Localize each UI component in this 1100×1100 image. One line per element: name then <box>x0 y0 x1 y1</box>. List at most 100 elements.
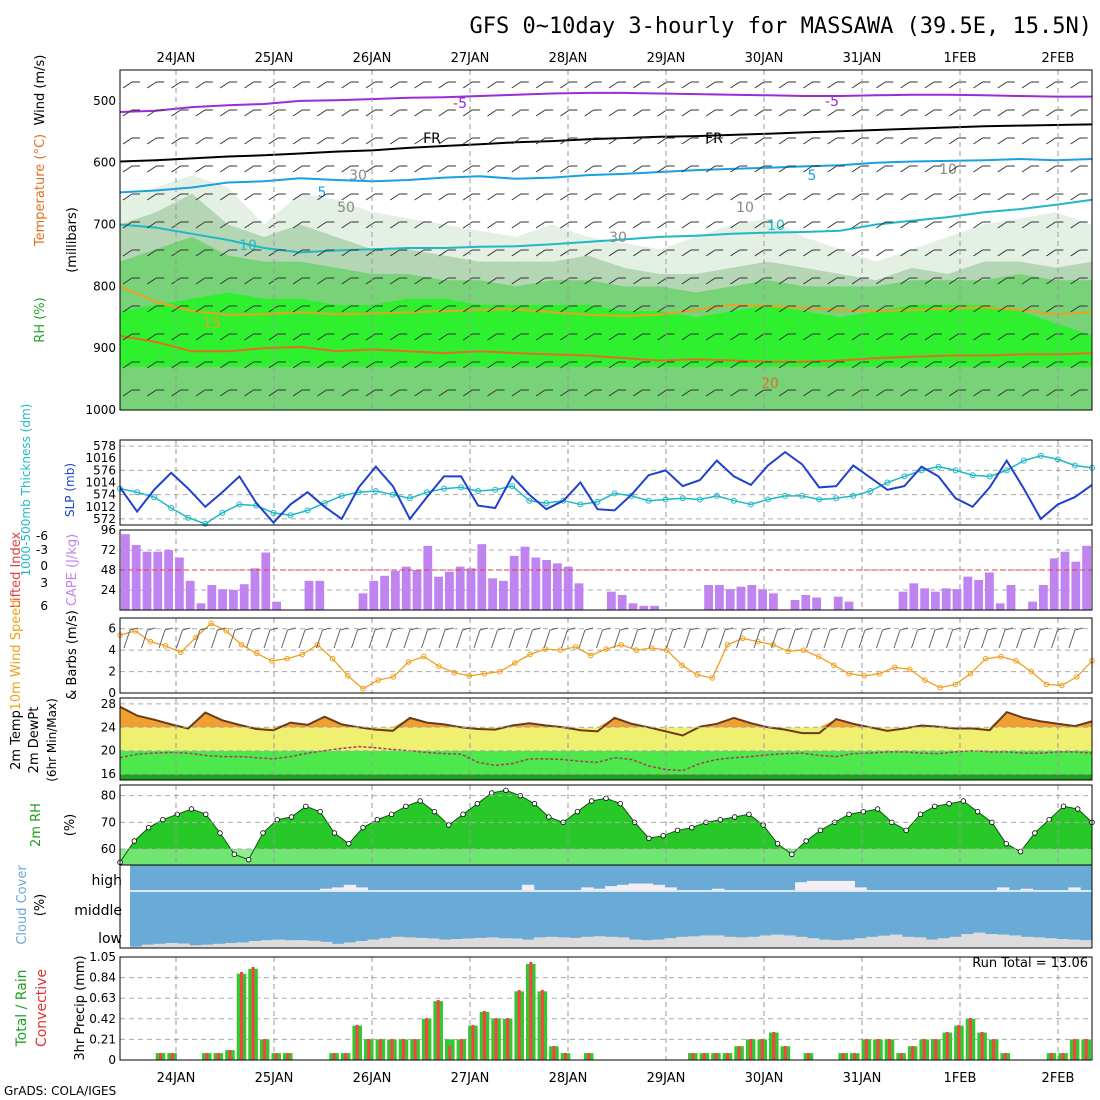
precip-convective-bar <box>888 1038 891 1060</box>
wind-barb <box>608 137 626 145</box>
wind-barb <box>1070 361 1088 369</box>
cloud-level-label-2: low <box>98 931 122 947</box>
wind-barb <box>1021 109 1040 117</box>
wind-barb <box>122 137 140 145</box>
high-cloud-bar <box>830 880 844 890</box>
cape-bar <box>553 563 562 610</box>
temp2m-line <box>119 705 1093 737</box>
wind-barb <box>730 165 748 173</box>
wind-barb <box>292 165 311 173</box>
rh2m-point <box>1003 840 1009 847</box>
cape-bar <box>239 584 249 610</box>
wind-barb <box>487 165 505 173</box>
cloud-background <box>130 865 1092 948</box>
high-cloud-bar <box>593 888 606 890</box>
wind10-barb <box>368 627 384 649</box>
wind-barb <box>608 389 626 397</box>
wind-barb <box>681 333 699 341</box>
wind-barb <box>608 277 626 285</box>
rh2m-unit-label: (%) <box>63 814 78 837</box>
thickness-point <box>458 484 465 491</box>
wind-barb <box>827 249 845 257</box>
cape-bar <box>542 560 551 610</box>
low-cloud-bar <box>973 932 986 948</box>
wind10-barb <box>421 627 436 649</box>
cape-bar <box>304 580 314 610</box>
wind-barb <box>414 361 432 369</box>
rh2m-point <box>431 808 438 815</box>
wind-barb <box>341 361 359 369</box>
wind-barb <box>778 221 797 229</box>
thickness-point <box>713 492 720 499</box>
wind-barb <box>803 137 821 145</box>
wind-barb <box>244 81 262 89</box>
precip-convective-bar <box>332 1052 336 1060</box>
wind-barb <box>122 361 140 369</box>
precip-total-side-label: Total / Rain <box>14 969 30 1047</box>
wind-barb <box>438 193 456 201</box>
thickness-point <box>611 490 618 497</box>
wind-barb <box>219 109 238 117</box>
wind-barb <box>219 389 238 397</box>
wind-barb <box>365 165 383 173</box>
rh2m-point <box>417 798 423 804</box>
wind10-frame <box>119 617 1093 694</box>
wind-barb <box>317 81 335 89</box>
wind-barb <box>438 361 456 369</box>
dewpt2m-line <box>119 745 1093 772</box>
low-cloud-bar <box>260 940 274 948</box>
wind-barb <box>268 109 286 117</box>
wind10-barb <box>788 627 804 649</box>
high-cloud-bar <box>521 884 535 890</box>
wind-barb <box>730 221 748 229</box>
wind-barb <box>730 109 748 117</box>
rh2m-point <box>245 856 252 863</box>
precip-convective-bar <box>760 1038 764 1060</box>
wind10-background <box>120 618 1092 693</box>
low-cloud-bar <box>616 937 630 948</box>
low-cloud-bar <box>248 941 262 948</box>
wind-barb <box>195 109 213 117</box>
wind-barb <box>1046 389 1064 397</box>
wind10-barb <box>193 627 209 649</box>
wind-barb <box>657 277 675 285</box>
wind-barb <box>462 361 481 369</box>
wind-barb <box>341 389 359 397</box>
isotherm-4 <box>119 285 1093 318</box>
wind10-barb <box>893 627 909 649</box>
wind-barb <box>341 249 359 257</box>
wind-barb <box>462 221 481 229</box>
wind-barb <box>657 81 675 89</box>
wind-barb <box>219 333 238 341</box>
low-cloud-bar <box>320 941 333 948</box>
wind-barb <box>997 389 1015 397</box>
wind-barb <box>1021 165 1040 173</box>
wind10-point <box>284 655 290 662</box>
li-tick-4: 6 <box>40 599 48 613</box>
wind-barb <box>657 249 675 257</box>
high-cloud-bar <box>331 887 345 890</box>
temp2m-side-label: 2m Temp <box>9 710 24 770</box>
wind-barb <box>705 249 724 257</box>
wind-barb <box>365 221 383 229</box>
wind-barb <box>608 249 626 257</box>
low-cloud-bar <box>498 938 511 948</box>
precip-convective-bar <box>390 1038 394 1060</box>
contour-label-14: 10 <box>939 162 957 178</box>
wind10-barb <box>596 627 611 649</box>
precip-convective-bar <box>355 1024 359 1060</box>
wind-barb <box>438 333 456 341</box>
wind-barb <box>900 137 918 145</box>
wind-barb <box>317 361 335 369</box>
thickness-point <box>1020 457 1027 464</box>
wind-barb <box>705 277 724 285</box>
cape-bar <box>121 534 130 610</box>
wind10-barb <box>928 627 944 649</box>
wind-barb <box>584 305 602 313</box>
wind-barb <box>754 361 772 369</box>
high-cloud-bar <box>581 887 594 890</box>
precip-tick-0: 0 <box>108 1053 116 1067</box>
wind-barb <box>584 361 602 369</box>
wind10-point <box>998 653 1004 660</box>
wind-barb <box>1021 249 1040 257</box>
